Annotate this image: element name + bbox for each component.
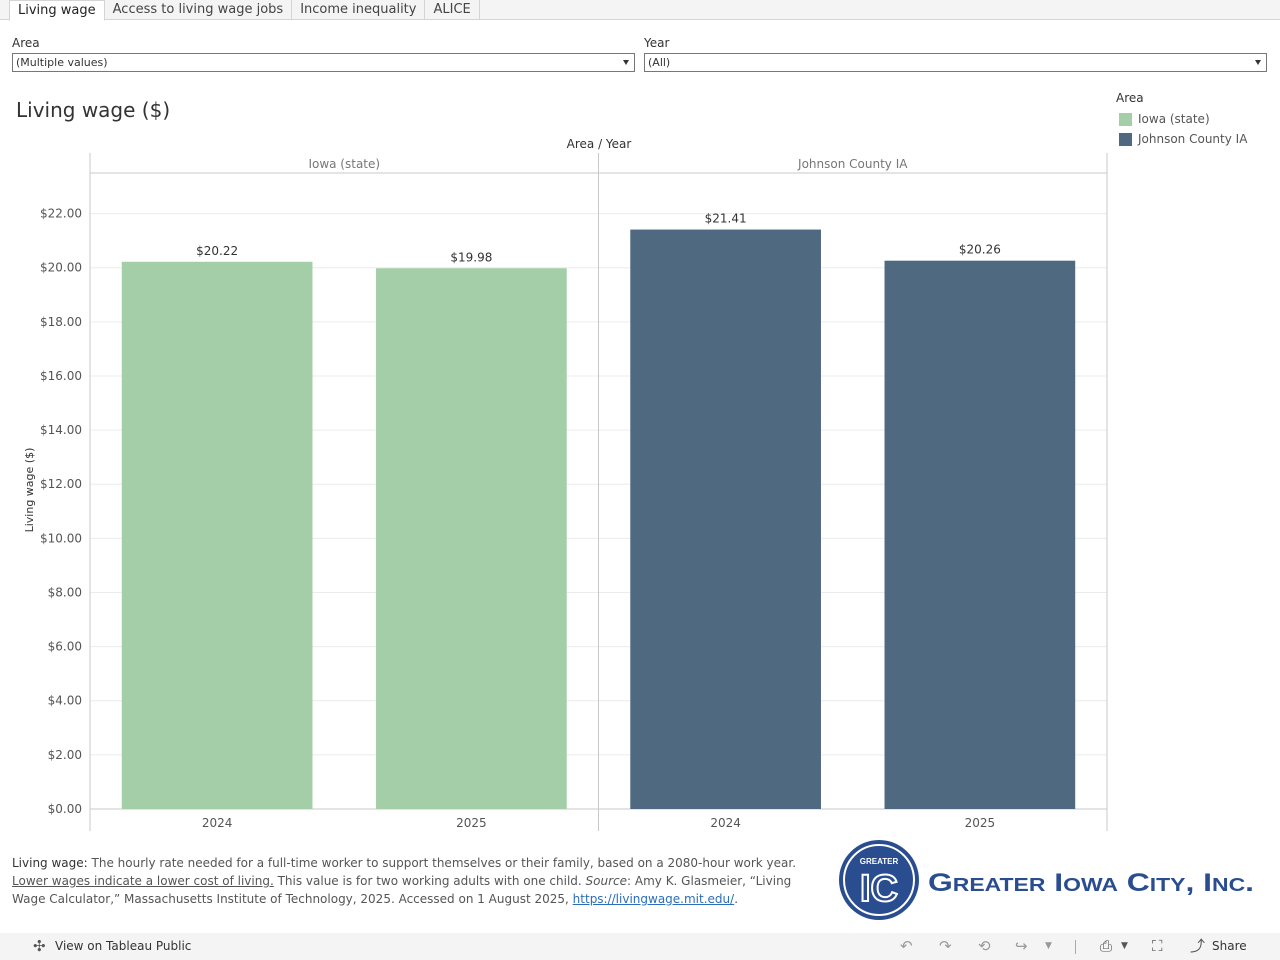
- tab-alice[interactable]: ALICE: [425, 0, 480, 20]
- tab-access-to-living-wage-jobs[interactable]: Access to living wage jobs: [105, 0, 293, 20]
- x-tick-label: 2024: [710, 816, 741, 830]
- legend-swatch: [1119, 132, 1132, 146]
- y-axis-label: Living wage ($): [23, 448, 36, 533]
- note-sep: :: [83, 856, 88, 870]
- legend-item-iowa-state[interactable]: Iowa (state): [1119, 112, 1210, 126]
- area-filter-label: Area: [12, 36, 40, 50]
- note-text: .: [734, 892, 739, 906]
- logo-wordmark: Greater Iowa City, Inc.: [928, 869, 1254, 897]
- x-tick-label: 2025: [965, 816, 996, 830]
- year-filter-label: Year: [644, 36, 670, 50]
- chevron-down-icon[interactable]: ▼: [1121, 941, 1128, 951]
- view-on-tableau-public-link[interactable]: View on Tableau Public: [55, 939, 192, 953]
- y-tick-label: $0.00: [48, 802, 82, 816]
- note-source-label: Source: [585, 874, 628, 888]
- fullscreen-icon[interactable]: ⛶: [1152, 937, 1163, 955]
- y-tick-label: $22.00: [40, 207, 82, 221]
- note-underlined: Lower wages indicate a lower cost of liv…: [12, 874, 274, 888]
- tab-living-wage[interactable]: Living wage: [9, 0, 105, 21]
- greater-iowa-city-logo[interactable]: GREATER IC Greater Iowa City, Inc.: [838, 839, 1258, 923]
- bar-value-label: $20.26: [959, 243, 1001, 257]
- redo-icon[interactable]: ↷: [939, 937, 952, 955]
- bar: [121, 261, 313, 809]
- x-tick-label: 2024: [202, 816, 233, 830]
- bar: [376, 268, 567, 810]
- logo-badge: [839, 840, 919, 920]
- bar: [630, 229, 821, 809]
- panel-header-label: Iowa (state): [308, 157, 380, 171]
- legend-label: Johnson County IA: [1138, 132, 1248, 146]
- bar-value-label: $19.98: [450, 250, 492, 264]
- y-tick-label: $8.00: [48, 585, 82, 599]
- bottom-toolbar: ✣ View on Tableau Public ↶ ↷ ⟲ ↪ ▼ ⎙ ▼ ⛶…: [0, 933, 1280, 960]
- note-text: The hourly rate needed for a full-time w…: [87, 856, 797, 870]
- y-tick-label: $10.00: [40, 531, 82, 545]
- footnote: Living wage: The hourly rate needed for …: [12, 854, 827, 908]
- y-tick-label: $20.00: [40, 261, 82, 275]
- legend-title: Area: [1116, 91, 1144, 105]
- year-filter-dropdown[interactable]: (All): [644, 53, 1267, 72]
- bar-value-label: $21.41: [705, 212, 747, 226]
- download-icon[interactable]: ⎙: [1100, 937, 1113, 955]
- chevron-down-icon[interactable]: ▼: [1045, 941, 1052, 951]
- share-button[interactable]: Share: [1212, 939, 1247, 953]
- bar: [884, 260, 1076, 810]
- area-filter-value: (Multiple values): [16, 56, 108, 69]
- y-tick-label: $18.00: [40, 315, 82, 329]
- chevron-down-icon: [623, 60, 629, 65]
- y-tick-label: $12.00: [40, 477, 82, 491]
- y-tick-label: $14.00: [40, 423, 82, 437]
- legend-item-johnson-county[interactable]: Johnson County IA: [1119, 132, 1247, 146]
- tab-income-inequality[interactable]: Income inequality: [292, 0, 426, 20]
- year-filter-value: (All): [648, 56, 671, 69]
- revert-icon[interactable]: ⟲: [978, 937, 991, 955]
- source-link[interactable]: https://livingwage.mit.edu/: [572, 892, 735, 906]
- toolbar-divider: [1075, 940, 1076, 954]
- y-tick-label: $4.00: [48, 694, 82, 708]
- undo-icon[interactable]: ↶: [900, 937, 913, 955]
- refresh-icon[interactable]: ↪: [1015, 937, 1028, 955]
- legend-label: Iowa (state): [1138, 112, 1210, 126]
- y-tick-label: $6.00: [48, 640, 82, 654]
- panel-header-label: Johnson County IA: [797, 157, 908, 171]
- chevron-down-icon: [1255, 60, 1261, 65]
- y-tick-label: $2.00: [48, 748, 82, 762]
- note-text: : Amy K. Glasmeier, “Living Wage Calcula…: [12, 874, 792, 906]
- logo-ring: [843, 844, 915, 916]
- logo-badge-big: IC: [860, 868, 898, 910]
- logo-badge-small: GREATER: [860, 857, 899, 866]
- note-text: This value is for two working adults wit…: [273, 874, 586, 888]
- y-tick-label: $16.00: [40, 369, 82, 383]
- note-term: Living wage: [12, 856, 84, 870]
- x-tick-label: 2025: [456, 816, 487, 830]
- bar-value-label: $20.22: [196, 244, 238, 258]
- tab-bar: Living wage Access to living wage jobs I…: [0, 0, 1280, 21]
- legend-swatch: [1119, 112, 1132, 126]
- chart-title: Living wage ($): [16, 98, 171, 122]
- tableau-icon: ✣: [33, 937, 46, 955]
- chart-header: Area / Year: [567, 137, 632, 151]
- share-icon[interactable]: ⤴: [1190, 937, 1206, 955]
- area-filter-dropdown[interactable]: (Multiple values): [12, 53, 635, 72]
